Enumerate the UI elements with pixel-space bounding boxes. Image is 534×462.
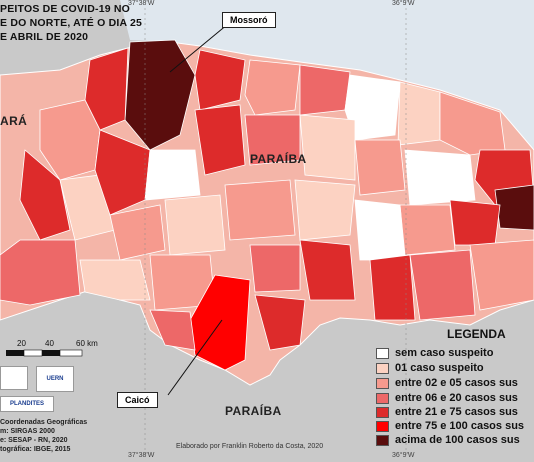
legend-swatch <box>376 420 389 432</box>
municipality <box>144 149 201 201</box>
municipality <box>79 259 151 301</box>
map-credit: Elaborado por Franklin Roberto da Costa,… <box>176 443 324 450</box>
caico-pointer <box>167 319 223 396</box>
sea-area <box>120 0 534 150</box>
coord-label-bottom-left: 37°38'W <box>128 452 155 459</box>
legend-label: acima de 100 casos sus <box>395 434 520 446</box>
scale-label: 40 <box>45 339 54 348</box>
legend-label: 01 caso suspeito <box>395 362 484 374</box>
coord-label-bottom-right: 36°9'W <box>392 452 415 459</box>
legend-swatch <box>376 362 389 374</box>
municipality <box>369 254 416 321</box>
municipality <box>194 104 246 176</box>
municipality <box>249 244 301 293</box>
uern-logo: UERN <box>36 366 74 392</box>
municipality <box>354 139 406 196</box>
coord-label-top-left: 37°38'W <box>128 0 155 7</box>
municipality <box>354 199 406 261</box>
legend-item: entre 06 e 20 casos sus <box>376 391 518 405</box>
municipality <box>244 114 301 166</box>
legend-title: LEGENDA <box>447 327 506 341</box>
municipality <box>19 149 71 241</box>
title-line: E ABRIL DE 2020 <box>0 31 89 43</box>
metadata-line: m: SIRGAS 2000 <box>0 428 55 435</box>
municipality <box>0 239 81 306</box>
map-metadata: Coordenadas Geográficas m: SIRGAS 2000 e… <box>0 418 87 454</box>
legend-label: entre 75 e 100 casos sus <box>395 420 525 432</box>
legend-label: entre 02 e 05 casos sus <box>395 377 518 389</box>
secart-logo <box>0 366 28 390</box>
municipality <box>404 149 476 206</box>
metadata-line: Coordenadas Geográficas <box>0 419 88 426</box>
municipality <box>299 64 351 116</box>
coord-label-top-right: 36°9'W <box>392 0 415 7</box>
plandites-logo: PLANDITES <box>0 396 54 412</box>
scale-label: 60 km <box>76 339 98 348</box>
municipality <box>244 59 301 116</box>
municipality <box>109 204 166 261</box>
legend-label: sem caso suspeito <box>395 347 494 359</box>
legend-item: entre 75 e 100 casos sus <box>376 419 524 433</box>
metadata-line: tográfica: IBGE, 2015 <box>0 446 71 453</box>
state-label-ceara: ARÁ <box>0 114 28 128</box>
mossoro-pointer <box>169 23 229 73</box>
municipality <box>397 81 441 146</box>
legend-item: entre 02 e 05 casos sus <box>376 376 518 390</box>
municipality <box>84 47 129 131</box>
municipality <box>409 249 476 321</box>
scale-label: 20 <box>17 339 26 348</box>
municipality <box>164 194 226 256</box>
legend-item: acima de 100 casos sus <box>376 433 520 447</box>
metadata-line: e: SESAP - RN, 2020 <box>0 437 68 444</box>
legend-swatch <box>376 434 389 446</box>
municipality <box>94 129 151 216</box>
callout-caico: Caicó <box>117 392 158 408</box>
municipality <box>299 114 356 181</box>
legend-swatch <box>376 347 389 359</box>
legend-label: entre 06 e 20 casos sus <box>395 392 518 404</box>
title-line: PEITOS DE COVID-19 NO <box>0 3 131 15</box>
municipality-natal <box>494 184 534 231</box>
legend-item: entre 21 e 75 casos sus <box>376 405 518 419</box>
municipality <box>469 239 534 311</box>
callout-mossoro: Mossoró <box>222 12 276 28</box>
municipality <box>344 74 401 141</box>
municipality <box>224 179 296 241</box>
municipality <box>194 49 246 111</box>
municipality <box>294 179 356 241</box>
title-line: E DO NORTE, ATÉ O DIA 25 <box>0 17 143 29</box>
municipality <box>299 239 356 301</box>
municipality <box>254 294 306 351</box>
map-title: PEITOS DE COVID-19 NO E DO NORTE, ATÉ O … <box>0 2 142 44</box>
legend-label: entre 21 e 75 casos sus <box>395 406 518 418</box>
scale-bar <box>6 349 83 357</box>
legend-item: 01 caso suspeito <box>376 361 484 375</box>
legend-swatch <box>376 406 389 418</box>
legend-swatch <box>376 392 389 404</box>
legend-item: sem caso suspeito <box>376 346 493 360</box>
municipality <box>399 204 456 256</box>
municipality <box>449 199 501 246</box>
state-label-paraiba: PARAÍBA <box>225 404 282 418</box>
state-label-paraiba-inner: PARAÍBA <box>250 152 307 166</box>
municipality <box>149 309 196 351</box>
legend-swatch <box>376 377 389 389</box>
